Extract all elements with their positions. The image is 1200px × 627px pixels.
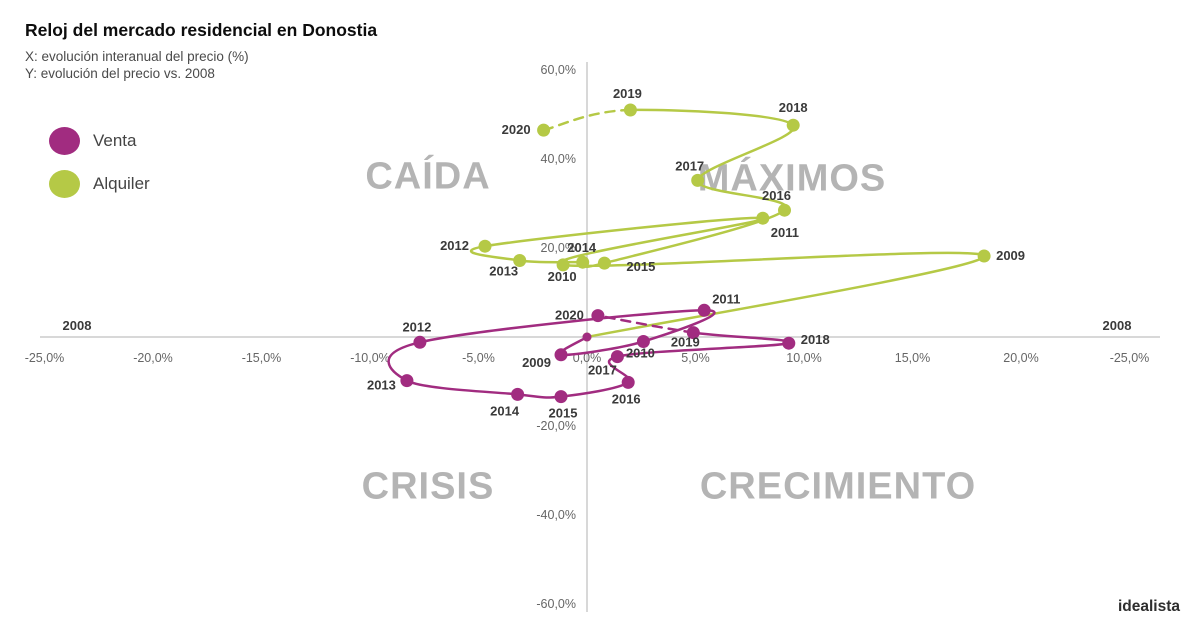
data-point-alquiler-2019: [623, 103, 637, 117]
legend: Venta Alquiler: [49, 127, 150, 213]
y-tick-label: 40,0%: [541, 152, 576, 166]
x-tick-label: 10,0%: [786, 351, 821, 365]
data-point-venta-2017: [610, 350, 624, 364]
data-point-venta-2014: [511, 387, 525, 401]
legend-item-venta: Venta: [49, 127, 150, 155]
y-tick-label: -20,0%: [536, 419, 576, 433]
year-label-alquiler-2016: 2016: [762, 188, 791, 203]
data-point-venta-2011: [697, 303, 711, 317]
legend-item-alquiler: Alquiler: [49, 170, 150, 198]
x-tick-label: -25,0%: [1110, 351, 1150, 365]
year-label-alquiler-2017: 2017: [675, 158, 704, 173]
quadrant-label-crisis: CRISIS: [361, 465, 495, 508]
data-point-venta-2010: [636, 335, 650, 348]
y-axis-description: Y: evolución del precio vs. 2008: [25, 66, 215, 81]
year-label-venta-2010: 2010: [626, 346, 655, 361]
year-label-alquiler-2013: 2013: [489, 264, 518, 279]
idealista-logo: idealista: [1117, 598, 1180, 615]
x-tick-label: -15,0%: [242, 351, 282, 365]
data-point-venta-2013: [400, 374, 414, 388]
data-point-alquiler-2014: [576, 255, 590, 269]
alquiler-swatch-icon: [49, 170, 80, 198]
legend-label-alquiler: Alquiler: [93, 174, 150, 193]
year-label-venta-2009: 2009: [522, 355, 551, 370]
data-point-venta-2016: [621, 375, 635, 389]
series-path-venta-dashed: [596, 314, 695, 334]
year-label-alquiler-2020: 2020: [502, 122, 531, 137]
y-tick-label: 60,0%: [541, 63, 576, 77]
year-label-venta-2013: 2013: [367, 378, 396, 393]
x-tick-label: -20,0%: [133, 351, 173, 365]
data-point-alquiler-2013: [513, 254, 527, 267]
year-label-alquiler-2014: 2014: [567, 240, 597, 255]
x-tick-label: 5,0%: [681, 351, 710, 365]
x-tick-label: -10,0%: [350, 351, 390, 365]
venta-swatch-icon: [49, 127, 80, 155]
year-label-alquiler-2015: 2015: [626, 259, 655, 274]
data-point-alquiler-2012: [478, 239, 492, 253]
year-label-venta-2015: 2015: [549, 406, 578, 421]
chart-title: Reloj del mercado residencial en Donosti…: [25, 20, 378, 40]
data-point-venta-2008: [582, 332, 592, 342]
x-tick-label: 15,0%: [895, 351, 930, 365]
data-point-venta-2009: [554, 348, 568, 362]
data-point-venta-2020: [591, 309, 605, 323]
data-point-alquiler-2011: [756, 211, 770, 225]
data-point-alquiler-2009: [977, 249, 991, 263]
quadrant-label-caida: CAÍDA: [365, 155, 491, 198]
x-tick-label: -5,0%: [462, 351, 495, 365]
baseline-year-right: 2008: [1103, 318, 1132, 333]
year-label-alquiler-2010: 2010: [548, 269, 577, 284]
data-point-venta-2015: [554, 390, 568, 404]
data-point-venta-2019: [686, 326, 700, 340]
year-label-venta-2017: 2017: [588, 363, 617, 378]
data-point-alquiler-2010: [556, 258, 570, 272]
quadrant-label-crecimiento: CRECIMIENTO: [699, 465, 977, 508]
y-tick-label: -40,0%: [536, 508, 576, 522]
y-tick-label: -60,0%: [536, 597, 576, 611]
year-label-venta-2011: 2011: [712, 291, 740, 306]
year-label-alquiler-2009: 2009: [996, 248, 1025, 263]
legend-label-venta: Venta: [93, 131, 137, 150]
data-point-venta-2012: [413, 335, 427, 349]
year-label-alquiler-2012: 2012: [440, 238, 469, 253]
year-label-venta-2012: 2012: [402, 319, 431, 334]
x-axis-description: X: evolución interanual del precio (%): [25, 49, 249, 64]
year-label-venta-2014: 2014: [490, 403, 520, 418]
data-point-alquiler-2015: [597, 256, 611, 270]
data-point-alquiler-2016: [778, 203, 791, 217]
year-label-alquiler-2019: 2019: [613, 86, 642, 101]
data-point-alquiler-2017: [691, 173, 705, 187]
year-label-alquiler-2011: 2011: [771, 225, 799, 240]
year-label-venta-2019: 2019: [671, 335, 700, 350]
year-label-venta-2016: 2016: [612, 391, 641, 406]
year-label-alquiler-2018: 2018: [779, 100, 808, 115]
year-label-venta-2018: 2018: [801, 332, 830, 347]
data-point-alquiler-2020: [537, 123, 551, 137]
baseline-year-left: 2008: [63, 318, 92, 333]
data-point-venta-2018: [782, 336, 796, 350]
year-label-venta-2020: 2020: [555, 308, 584, 323]
x-tick-label: 20,0%: [1003, 351, 1038, 365]
x-tick-label: -25,0%: [25, 351, 65, 365]
axis-description: X: evolución interanual del precio (%) Y…: [25, 48, 249, 82]
data-point-alquiler-2018: [786, 118, 800, 132]
y-tick-label: 20,0%: [541, 241, 576, 255]
